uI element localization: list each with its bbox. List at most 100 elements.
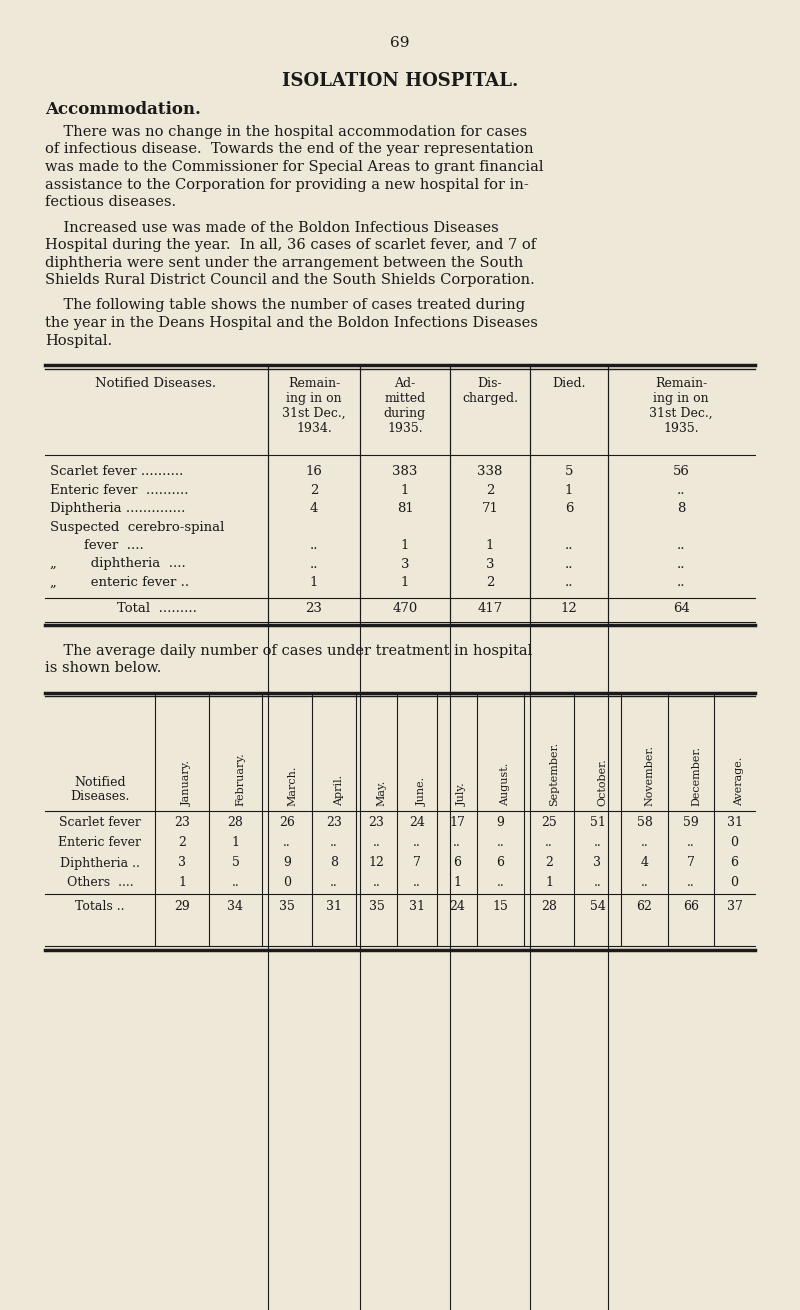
- Text: Notified Diseases.: Notified Diseases.: [95, 377, 217, 390]
- Text: 383: 383: [392, 465, 418, 478]
- Text: 51: 51: [590, 816, 606, 829]
- Text: ..: ..: [497, 837, 504, 849]
- Text: 35: 35: [279, 900, 295, 913]
- Text: 2: 2: [486, 576, 494, 590]
- Text: 5: 5: [565, 465, 573, 478]
- Text: 31: 31: [409, 900, 425, 913]
- Text: ..: ..: [641, 837, 648, 849]
- Text: 71: 71: [482, 502, 498, 515]
- Text: 6: 6: [730, 857, 738, 870]
- Text: 1: 1: [401, 576, 409, 590]
- Text: 31: 31: [726, 816, 742, 829]
- Text: 37: 37: [726, 900, 742, 913]
- Text: Ad-
mitted
during
1935.: Ad- mitted during 1935.: [384, 377, 426, 435]
- Text: the year in the Deans Hospital and the Boldon Infections Diseases: the year in the Deans Hospital and the B…: [45, 316, 538, 330]
- Text: 23: 23: [174, 816, 190, 829]
- Text: January.: January.: [182, 760, 192, 806]
- Text: 3: 3: [594, 857, 602, 870]
- Text: 1: 1: [401, 538, 409, 552]
- Text: fectious diseases.: fectious diseases.: [45, 195, 176, 210]
- Text: ..: ..: [687, 837, 695, 849]
- Text: ..: ..: [330, 837, 338, 849]
- Text: 2: 2: [486, 483, 494, 496]
- Text: 17: 17: [449, 816, 465, 829]
- Text: Scarlet fever ..........: Scarlet fever ..........: [50, 465, 183, 478]
- Text: 1: 1: [401, 483, 409, 496]
- Text: ..: ..: [232, 876, 239, 889]
- Text: 0: 0: [283, 876, 291, 889]
- Text: 0: 0: [730, 876, 738, 889]
- Text: 1: 1: [453, 876, 461, 889]
- Text: of infectious disease.  Towards the end of the year representation: of infectious disease. Towards the end o…: [45, 143, 534, 156]
- Text: 5: 5: [231, 857, 239, 870]
- Text: Increased use was made of the Boldon Infectious Diseases: Increased use was made of the Boldon Inf…: [45, 220, 498, 234]
- Text: ..: ..: [641, 876, 648, 889]
- Text: ..: ..: [565, 558, 574, 570]
- Text: 31: 31: [326, 900, 342, 913]
- Text: September.: September.: [549, 741, 559, 806]
- Text: 6: 6: [453, 857, 461, 870]
- Text: The following table shows the number of cases treated during: The following table shows the number of …: [45, 299, 525, 313]
- Text: 8: 8: [678, 502, 686, 515]
- Text: 35: 35: [369, 900, 385, 913]
- Text: 12: 12: [369, 857, 385, 870]
- Text: „        enteric fever ..: „ enteric fever ..: [50, 576, 189, 590]
- Text: 2: 2: [310, 483, 318, 496]
- Text: ..: ..: [330, 876, 338, 889]
- Text: 1: 1: [231, 837, 239, 849]
- Text: ..: ..: [497, 876, 504, 889]
- Text: 54: 54: [590, 900, 606, 913]
- Text: 81: 81: [397, 502, 414, 515]
- Text: ..: ..: [545, 837, 553, 849]
- Text: Died.: Died.: [552, 377, 586, 390]
- Text: ..: ..: [678, 538, 686, 552]
- Text: 417: 417: [478, 603, 502, 616]
- Text: 23: 23: [369, 816, 385, 829]
- Text: Others  ....: Others ....: [66, 876, 134, 889]
- Text: 9: 9: [283, 857, 291, 870]
- Text: 58: 58: [637, 816, 653, 829]
- Text: 3: 3: [178, 857, 186, 870]
- Text: Enteric fever: Enteric fever: [58, 837, 142, 849]
- Text: ..: ..: [565, 576, 574, 590]
- Text: ..: ..: [373, 876, 380, 889]
- Text: ..: ..: [413, 876, 421, 889]
- Text: June.: June.: [417, 777, 427, 806]
- Text: Remain-
ing in on
31st Dec.,
1935.: Remain- ing in on 31st Dec., 1935.: [649, 377, 713, 435]
- Text: 9: 9: [497, 816, 505, 829]
- Text: 24: 24: [409, 816, 425, 829]
- Text: Accommodation.: Accommodation.: [45, 101, 201, 118]
- Text: 1: 1: [178, 876, 186, 889]
- Text: ISOLATION HOSPITAL.: ISOLATION HOSPITAL.: [282, 72, 518, 90]
- Text: There was no change in the hospital accommodation for cases: There was no change in the hospital acco…: [45, 124, 527, 139]
- Text: 1: 1: [545, 876, 553, 889]
- Text: Notified
Diseases.: Notified Diseases.: [70, 776, 130, 803]
- Text: 6: 6: [565, 502, 574, 515]
- Text: ..: ..: [594, 837, 602, 849]
- Text: 4: 4: [641, 857, 649, 870]
- Text: 66: 66: [683, 900, 699, 913]
- Text: 15: 15: [493, 900, 509, 913]
- Text: „        diphtheria  ....: „ diphtheria ....: [50, 558, 186, 570]
- Text: 62: 62: [637, 900, 653, 913]
- Text: May.: May.: [377, 779, 386, 806]
- Text: April.: April.: [334, 774, 344, 806]
- Text: 34: 34: [227, 900, 243, 913]
- Text: is shown below.: is shown below.: [45, 662, 162, 675]
- Text: Hospital during the year.  In all, 36 cases of scarlet fever, and 7 of: Hospital during the year. In all, 36 cas…: [45, 238, 536, 252]
- Text: The average daily number of cases under treatment in hospital: The average daily number of cases under …: [45, 643, 532, 658]
- Text: 4: 4: [310, 502, 318, 515]
- Text: December.: December.: [691, 745, 701, 806]
- Text: 2: 2: [545, 857, 553, 870]
- Text: Totals ..: Totals ..: [75, 900, 125, 913]
- Text: 1: 1: [486, 538, 494, 552]
- Text: February.: February.: [235, 752, 246, 806]
- Text: ..: ..: [283, 837, 291, 849]
- Text: 28: 28: [227, 816, 243, 829]
- Text: ..: ..: [594, 876, 602, 889]
- Text: Hospital.: Hospital.: [45, 334, 112, 347]
- Text: 23: 23: [326, 816, 342, 829]
- Text: Diphtheria ..: Diphtheria ..: [60, 857, 140, 870]
- Text: 56: 56: [673, 465, 690, 478]
- Text: October.: October.: [598, 757, 607, 806]
